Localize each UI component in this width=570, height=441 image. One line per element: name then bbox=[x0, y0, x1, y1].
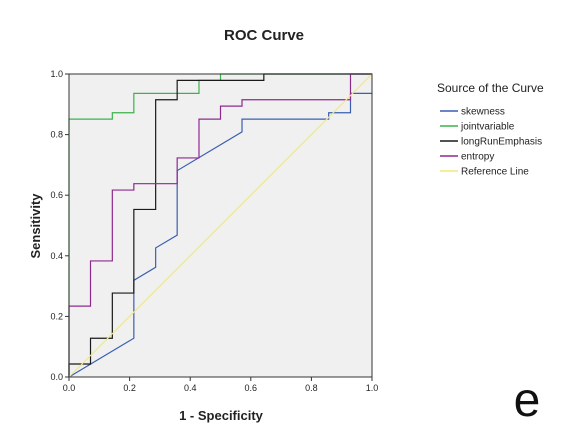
x-tick-label: 0.2 bbox=[123, 383, 136, 393]
plot-frame bbox=[68, 73, 373, 378]
y-tick-label: 0.6 bbox=[50, 190, 63, 200]
panel-letter: e bbox=[514, 374, 541, 427]
legend-title: Source of the Curve bbox=[437, 81, 544, 95]
x-tick-label: 0.8 bbox=[305, 383, 318, 393]
series-line-entropy bbox=[68, 73, 372, 377]
series-line-skewness bbox=[68, 92, 372, 378]
x-axis-label: 1 - Specificity bbox=[179, 408, 264, 423]
legend-label: entropy bbox=[461, 152, 494, 163]
legend-label: jointvariable bbox=[460, 122, 515, 133]
y-tick-label: 0.0 bbox=[50, 372, 63, 382]
tick-layer: 0.0 0.2 0.4 0.6 0.8 1.0 0.0 0.2 0.4 0.6 0.8 1.0 bbox=[50, 69, 378, 393]
y-tick-label: 0.8 bbox=[50, 130, 63, 140]
x-tick-label: 0.6 bbox=[245, 383, 258, 393]
y-tick-label: 0.4 bbox=[50, 251, 63, 261]
legend-items: skewness jointvariable longRunEmphasis entr… bbox=[440, 107, 542, 178]
series-layer bbox=[68, 73, 373, 378]
legend-label: longRunEmphasis bbox=[461, 137, 542, 148]
legend-label: Reference Line bbox=[461, 167, 529, 178]
y-tick-label: 0.2 bbox=[50, 311, 63, 321]
x-tick-label: 0.4 bbox=[184, 383, 197, 393]
series-line-jointvariable bbox=[68, 73, 372, 377]
chart-title: ROC Curve bbox=[224, 27, 304, 44]
legend: Source of the Curve skewness jointvariabl… bbox=[437, 81, 544, 178]
x-tick-label: 0.0 bbox=[63, 383, 76, 393]
y-tick-label: 1.0 bbox=[50, 69, 63, 79]
series-line-reference-line bbox=[68, 73, 373, 378]
x-tick-label: 1.0 bbox=[366, 383, 379, 393]
y-axis-label: Sensitivity bbox=[28, 193, 43, 259]
legend-label: skewness bbox=[461, 107, 505, 118]
